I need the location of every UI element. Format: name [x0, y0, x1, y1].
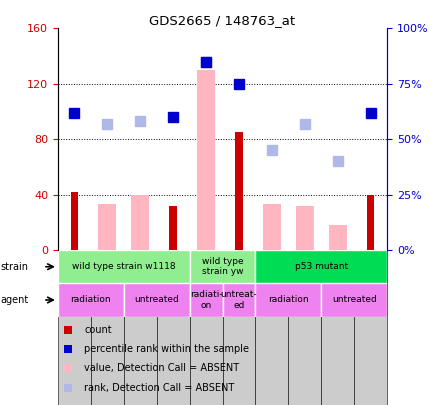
Text: value, Detection Call = ABSENT: value, Detection Call = ABSENT: [84, 363, 239, 373]
Text: wild type strain w1118: wild type strain w1118: [72, 262, 175, 271]
Text: strain: strain: [0, 262, 28, 272]
Bar: [296, 206, 314, 250]
Bar: [263, 205, 281, 250]
Bar: [131, 195, 149, 250]
Text: radiation: radiation: [268, 296, 309, 305]
Bar: [98, 205, 116, 250]
Bar: [190, 284, 222, 317]
Bar: [190, 250, 222, 405]
Bar: [321, 284, 387, 317]
Bar: [222, 284, 255, 317]
Bar: [157, 250, 190, 405]
Bar: [58, 284, 124, 317]
Text: untreated: untreated: [134, 296, 179, 305]
Bar: [255, 250, 387, 284]
Text: untreat-
ed: untreat- ed: [221, 290, 257, 310]
Text: wild type
strain yw: wild type strain yw: [202, 257, 243, 277]
Text: untreated: untreated: [332, 296, 376, 305]
Title: GDS2665 / 148763_at: GDS2665 / 148763_at: [150, 14, 295, 27]
Bar: [354, 250, 387, 405]
Bar: [255, 250, 288, 405]
Text: percentile rank within the sample: percentile rank within the sample: [84, 344, 249, 354]
Bar: [58, 250, 91, 405]
Bar: [71, 192, 78, 250]
Bar: [58, 250, 190, 284]
Bar: [288, 250, 321, 405]
Text: p53 mutant: p53 mutant: [295, 262, 348, 271]
Text: agent: agent: [0, 295, 28, 305]
Text: radiation: radiation: [70, 296, 111, 305]
Text: rank, Detection Call = ABSENT: rank, Detection Call = ABSENT: [84, 382, 235, 392]
Bar: [124, 284, 190, 317]
Bar: [91, 250, 124, 405]
Bar: [222, 250, 255, 405]
Bar: [321, 250, 354, 405]
Bar: [329, 225, 347, 250]
Text: radiati-
on: radiati- on: [190, 290, 222, 310]
Bar: [197, 70, 215, 250]
Text: count: count: [84, 325, 112, 335]
Bar: [190, 250, 255, 284]
Bar: [124, 250, 157, 405]
Bar: [170, 206, 177, 250]
Bar: [255, 284, 321, 317]
Bar: [235, 132, 243, 250]
Bar: [367, 195, 374, 250]
